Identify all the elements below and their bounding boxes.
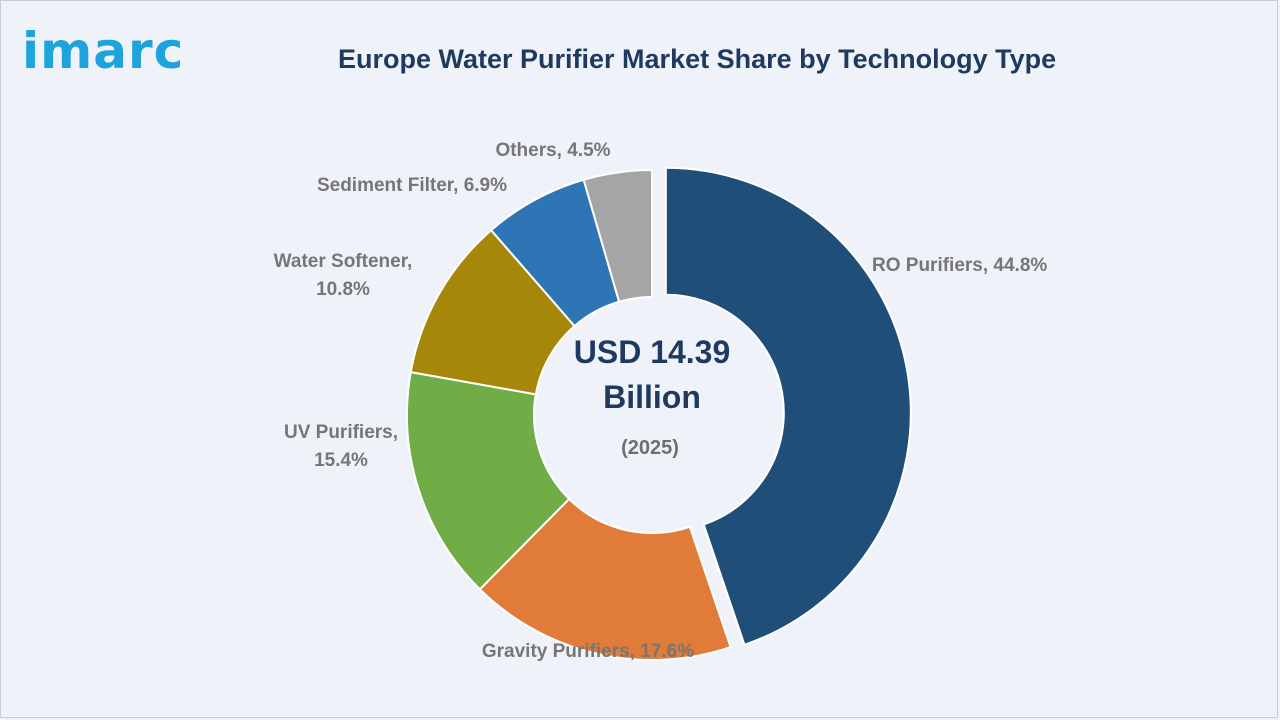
chart-title: Europe Water Purifier Market Share by Te…	[338, 44, 1057, 74]
slice-label-water-softener: Water Softener, 10.8%	[274, 251, 413, 300]
slice-labels: RO Purifiers, 44.8% Gravity Purifiers, 17…	[274, 140, 1048, 662]
slice-gravity-purifiers	[478, 497, 732, 661]
slice-label-others: Others, 4.5%	[495, 140, 610, 161]
slice-others	[582, 168, 653, 303]
slice-label-sediment-filter: Sediment Filter, 6.9%	[317, 175, 507, 196]
slice-uv-purifiers	[406, 370, 571, 591]
center-value: USD 14.39	[574, 334, 731, 370]
slice-ro-purifiers	[664, 166, 912, 647]
slice-label-gravity-purifiers: Gravity Purifiers, 17.6%	[482, 641, 694, 662]
center-unit: Billion	[603, 379, 701, 415]
slice-label-ro-purifiers: RO Purifiers, 44.8%	[872, 255, 1047, 276]
donut-slices	[406, 166, 912, 661]
imarc-logo: imarc	[22, 22, 185, 80]
slice-label-uv-purifiers: UV Purifiers, 15.4%	[284, 422, 398, 471]
center-year: (2025)	[621, 437, 679, 459]
